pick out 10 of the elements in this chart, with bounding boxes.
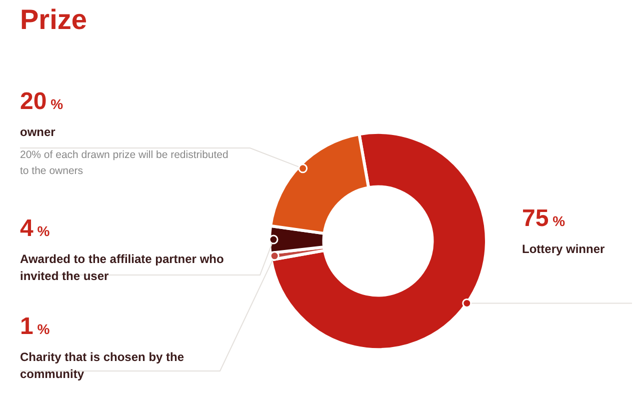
text: 20% of each drawn prize will be redistributed to the owners [20,148,230,179]
slice-label: Awarded to the affiliate partner who invited the user [20,251,225,285]
slice-label: Lottery winner [522,241,606,258]
data-label: 4 % [20,215,51,243]
slice-label: Charity that is chosen by the community [20,349,186,383]
data-label: 1 % [20,313,51,341]
slice-label: owner [20,124,56,141]
chart-title: Prize [20,4,87,36]
data-label: 75 % [522,205,566,233]
data-label: 20 % [20,88,64,116]
